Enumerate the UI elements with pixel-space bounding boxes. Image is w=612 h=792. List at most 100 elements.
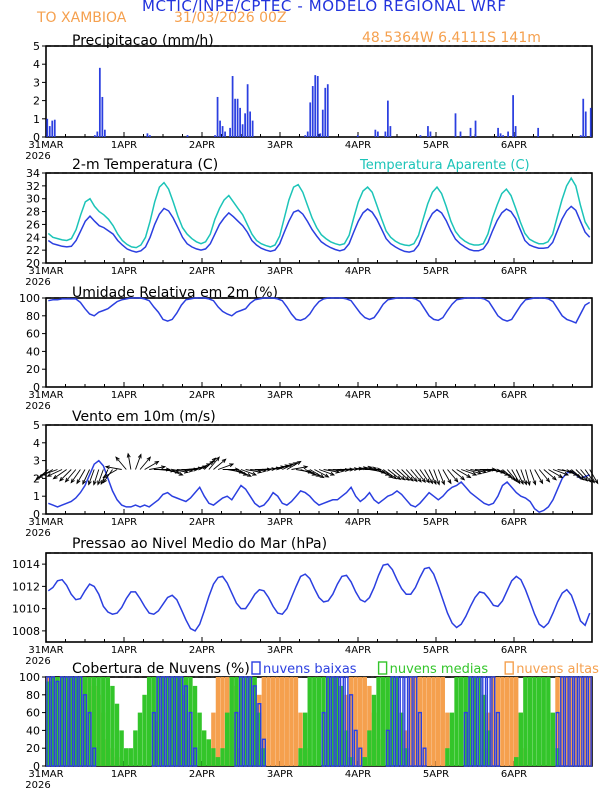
precip-bar [239,107,241,137]
cloud-bar-nuvens-medias [46,681,51,766]
precip-bar [497,127,499,137]
cloud-bar-nuvens-medias [523,677,528,766]
cloud-bar-nuvens-baixas [578,676,583,767]
cloud-bar-nuvens-medias [348,757,354,766]
wind-arrow-head [97,480,101,486]
cloud-bar-nuvens-altas [440,677,445,766]
precip-bar [244,113,246,137]
wind-arrow-head [221,458,227,464]
cloud-bar-nuvens-medias [68,677,74,766]
cloud-legend-swatch [251,661,261,675]
y-tick-label: 1010 [12,603,40,616]
cloud-bar-nuvens-medias [298,748,303,766]
cloud-bar-nuvens-baixas [156,676,161,767]
cloud-bar-nuvens-baixas [326,676,331,767]
wind-arrow-head [594,479,599,485]
cloud-bar-nuvens-medias [151,677,156,766]
x-tick-label: 4APR [345,645,371,656]
cloud-bar-nuvens-medias [325,677,331,766]
precip-bar [427,126,429,137]
wind-arrow-head [587,477,592,483]
precip-bar [306,131,309,137]
wind-arrow-head [146,456,152,462]
x-tick-label: 1APR [111,140,137,151]
cloud-bar-nuvens-baixas [564,676,569,767]
wind-arrow [456,469,471,478]
cloud-bar-nuvens-altas [284,677,289,766]
wind-arrow-head [421,478,426,483]
wind-arrow [105,466,122,470]
precip-bar [249,111,252,137]
precip-bar [499,133,502,137]
wind-arrow [378,469,393,478]
wind-arrow [552,469,569,476]
cloud-bar-nuvens-baixas [463,711,468,767]
wind-arrow [392,469,405,481]
coords-label: 48.5364W 6.4111S 141m [362,30,541,46]
wind-arrow-head [126,452,131,458]
cloud-legend-label: nuvens altas [516,662,599,677]
precip-panel: 0 1 2 3 4 5 31MAR 1APR 2APR 3APR 4APR 5APR 6APR 2026 P… [25,33,593,162]
y-tick-label: 34 [26,167,40,180]
wind-arrow-head [102,474,108,479]
y-tick-label: 1 [33,113,40,126]
wind-arrow-head [154,460,160,465]
cloud-bar-nuvens-medias [252,677,257,766]
cloud-bar-nuvens-medias [380,677,386,766]
y-tick-label: 100 [19,292,40,305]
wind-arrow-head [70,478,75,484]
precip-bar [234,98,236,137]
y-tick-label: 0 [33,760,40,773]
wind-arrow [282,462,297,470]
x-tick-label: 4APR [345,390,371,401]
cloud-bar-nuvens-medias [330,677,335,766]
cloud-bar-nuvens-altas [504,677,510,766]
wind-arrow [245,469,262,473]
wind-title: Vento em 10m (m/s) [72,409,216,425]
wind-arrow [405,469,418,482]
x-tick-label: 3APR [267,390,293,401]
cloud-bar-nuvens-medias [312,677,317,766]
cloud-bar-nuvens-baixas [404,676,409,767]
x-tick-label: 3APR [267,769,293,780]
x-tick-label: 31MAR [28,517,63,528]
x-tick-label: 6APR [501,769,527,780]
cloud-bar-nuvens-altas [587,677,592,766]
wind-arrow-head [413,477,418,483]
wind-arrow-head [539,479,544,485]
cloud-bar-nuvens-altas [293,677,299,766]
wind-arrow-head [558,474,564,479]
wind-arrow [529,469,536,485]
cloud-bar-nuvens-baixas [422,747,427,767]
precip-bar [246,84,249,137]
cloud-bar-nuvens-medias [344,730,349,766]
cloud-bar-nuvens-medias [91,677,97,766]
cloud-bar-nuvens-medias [188,677,193,766]
wind-panel: 01234531MAR1APR2APR3APR4APR5APR6APR2026V… [25,409,599,539]
cloud-bar-nuvens-baixas [160,676,166,767]
cloud-bar-nuvens-medias [206,739,211,766]
cloud-bar-nuvens-altas [353,677,358,766]
cloud-bar-nuvens-medias [390,677,395,766]
cloud-bar-nuvens-medias [449,712,455,766]
y-tick-label: 1012 [12,580,40,593]
wind-arrow-head [526,480,531,487]
precip-bar [314,75,317,137]
cloud-bar-nuvens-altas [280,677,285,766]
cloud-bar-nuvens-baixas [69,676,74,767]
cloud-bar-nuvens-baixas [408,676,413,767]
cloud-bar-nuvens-medias [468,677,473,766]
precip-bar [186,135,189,137]
precip-bar [219,120,221,137]
wind-arrow [497,469,513,478]
precip-bar [98,67,101,137]
y-tick-label: 5 [33,419,40,432]
cloud-bar-nuvens-baixas [569,676,574,767]
wind-arrow-head [404,476,410,481]
wind-arrow [419,469,430,483]
cloud-bar-nuvens-altas [417,677,423,766]
precip-bar [319,133,322,137]
cloud-bar-nuvens-baixas [188,711,193,767]
wind-arrow-head [417,477,422,483]
wind-arrow [396,469,410,481]
